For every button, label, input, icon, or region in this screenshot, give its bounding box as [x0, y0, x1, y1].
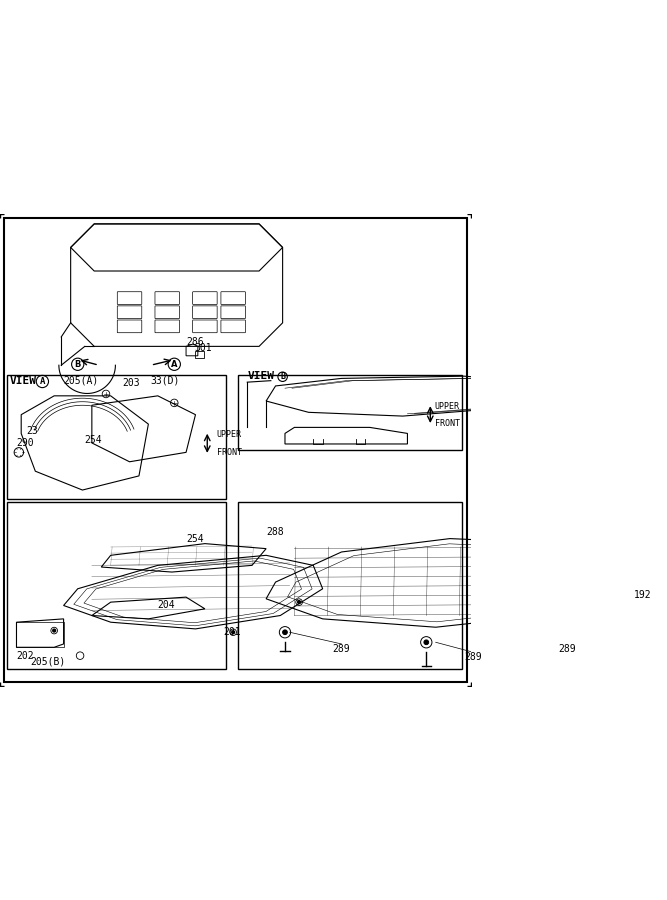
- Text: 289: 289: [559, 644, 576, 654]
- Text: A: A: [40, 377, 45, 386]
- Circle shape: [528, 623, 532, 628]
- Text: 254: 254: [187, 534, 204, 544]
- Circle shape: [53, 629, 55, 632]
- Text: 301: 301: [195, 343, 212, 353]
- Text: VIEW: VIEW: [9, 376, 37, 386]
- Bar: [7, 374, 226, 500]
- Text: UPPER: UPPER: [435, 401, 460, 410]
- Text: 204: 204: [158, 600, 175, 610]
- Text: 202: 202: [17, 651, 34, 661]
- Text: UPPER: UPPER: [217, 430, 241, 439]
- Text: A: A: [171, 360, 177, 369]
- Text: 286: 286: [186, 338, 203, 347]
- Text: 33(D): 33(D): [151, 375, 180, 385]
- Text: VIEW: VIEW: [247, 371, 274, 381]
- Bar: [195, 351, 204, 357]
- Text: 192: 192: [634, 590, 651, 600]
- Text: 290: 290: [17, 438, 34, 448]
- Bar: [238, 502, 462, 669]
- Circle shape: [297, 600, 301, 604]
- Text: 205(A): 205(A): [63, 375, 99, 385]
- Text: B: B: [75, 360, 81, 369]
- Text: FRONT: FRONT: [435, 419, 460, 428]
- Bar: [17, 622, 63, 647]
- Bar: [7, 502, 226, 669]
- Text: 201: 201: [223, 627, 241, 637]
- Text: 203: 203: [123, 378, 140, 388]
- Text: 289: 289: [333, 644, 350, 654]
- Circle shape: [424, 640, 429, 644]
- Text: 289: 289: [465, 652, 482, 662]
- Text: B: B: [280, 373, 285, 382]
- Text: 288: 288: [266, 526, 283, 537]
- Bar: [238, 374, 462, 450]
- Text: 254: 254: [85, 435, 103, 445]
- Text: 205(B): 205(B): [31, 656, 66, 667]
- Circle shape: [231, 631, 235, 634]
- Text: FRONT: FRONT: [217, 447, 241, 456]
- Circle shape: [283, 630, 287, 634]
- Text: 23: 23: [26, 426, 37, 436]
